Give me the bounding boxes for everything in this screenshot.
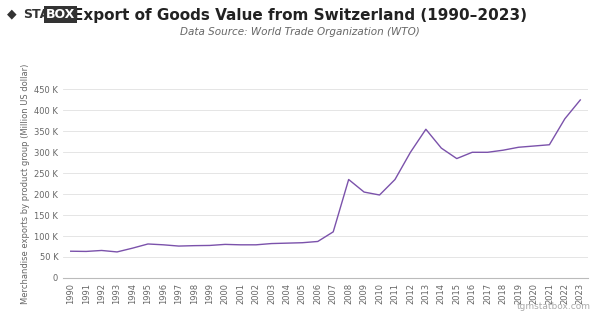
Text: BOX: BOX xyxy=(46,8,76,21)
Y-axis label: Merchandise exports by product group (Million US dollar): Merchandise exports by product group (Mi… xyxy=(21,63,30,304)
Text: tgmstatbox.com: tgmstatbox.com xyxy=(517,302,591,311)
Text: Data Source: World Trade Organization (WTO): Data Source: World Trade Organization (W… xyxy=(180,27,420,37)
Text: ◆: ◆ xyxy=(7,8,17,21)
Text: STAT: STAT xyxy=(23,8,56,21)
Text: Export of Goods Value from Switzerland (1990–2023): Export of Goods Value from Switzerland (… xyxy=(73,8,527,23)
